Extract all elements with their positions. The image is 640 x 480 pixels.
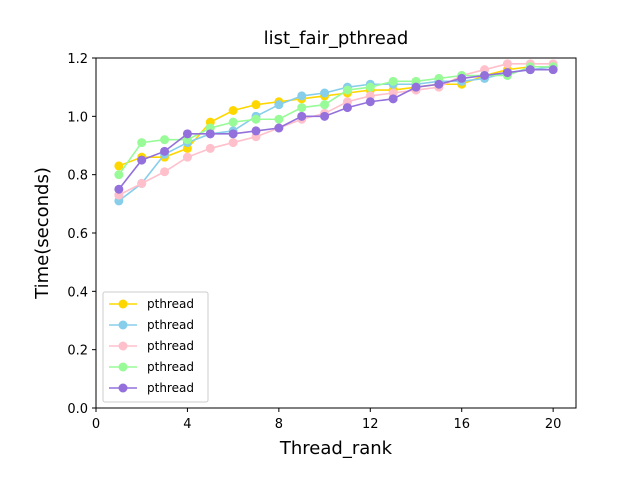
x-tick-label: 4 bbox=[183, 417, 191, 432]
legend-label: pthread bbox=[147, 297, 194, 311]
legend-marker bbox=[118, 341, 128, 351]
axes-layer: 0 4 8 12 16 20 0.0 0.2 0.4 0.6 0.8 1.0 1.2 bbox=[67, 52, 577, 432]
y-tick-label: 0.4 bbox=[67, 285, 88, 300]
x-tick-label: 16 bbox=[453, 417, 470, 432]
y-tick-label: 0.8 bbox=[67, 169, 88, 184]
data-point bbox=[480, 71, 490, 80]
y-tick-label: 1.0 bbox=[67, 110, 88, 125]
legend: pthread pthread pthread pthread pthread bbox=[102, 291, 209, 403]
data-point bbox=[525, 65, 535, 75]
y-tick-label: 0.2 bbox=[67, 344, 88, 359]
data-point bbox=[228, 117, 238, 127]
legend-entry-4: pthread bbox=[109, 360, 194, 374]
y-tick-label: 0.6 bbox=[67, 227, 88, 242]
x-tick-label: 20 bbox=[545, 417, 562, 432]
legend-box bbox=[102, 291, 209, 403]
x-tick-label: 12 bbox=[362, 417, 379, 432]
data-point bbox=[365, 82, 375, 92]
data-point bbox=[251, 126, 261, 136]
data-point bbox=[502, 59, 512, 69]
data-point bbox=[114, 161, 124, 171]
data-point bbox=[182, 152, 192, 162]
data-point bbox=[114, 170, 124, 180]
data-point bbox=[342, 85, 352, 95]
y-tick-label: 1.2 bbox=[67, 52, 88, 67]
data-point bbox=[320, 88, 330, 98]
legend-marker bbox=[118, 299, 128, 309]
data-point bbox=[297, 103, 307, 113]
data-point bbox=[137, 155, 147, 165]
x-tick-label: 8 bbox=[275, 417, 283, 432]
chart-title: list_fair_pthread bbox=[264, 28, 409, 49]
data-point bbox=[297, 91, 307, 101]
legend-entry-5: pthread bbox=[109, 381, 194, 395]
data-point bbox=[388, 94, 398, 104]
data-point bbox=[320, 111, 330, 121]
data-point bbox=[160, 146, 170, 156]
y-tick-label: 0.0 bbox=[67, 402, 88, 417]
data-point bbox=[228, 129, 238, 139]
legend-label: pthread bbox=[147, 318, 194, 332]
data-point bbox=[114, 184, 124, 194]
legend-marker bbox=[118, 320, 128, 330]
data-point bbox=[342, 103, 352, 113]
legend-entry-3: pthread bbox=[109, 339, 194, 353]
data-point bbox=[182, 129, 192, 139]
legend-entry-1: pthread bbox=[109, 297, 194, 311]
data-point bbox=[251, 114, 261, 124]
x-tick-label: 0 bbox=[92, 417, 100, 432]
series-layer bbox=[114, 59, 558, 206]
data-point bbox=[205, 129, 215, 139]
data-point bbox=[228, 138, 238, 148]
x-axis-title: Thread_rank bbox=[279, 438, 393, 459]
legend-marker bbox=[118, 362, 128, 372]
data-point bbox=[228, 106, 238, 115]
y-axis-title: Time(seconds) bbox=[32, 167, 53, 300]
data-point bbox=[205, 143, 215, 153]
data-point bbox=[160, 135, 170, 145]
data-point bbox=[388, 76, 398, 86]
data-point bbox=[274, 100, 284, 110]
data-point bbox=[320, 100, 330, 110]
legend-label: pthread bbox=[147, 339, 194, 353]
data-point bbox=[251, 100, 261, 110]
legend-marker bbox=[118, 383, 128, 393]
data-point bbox=[434, 79, 444, 89]
data-point bbox=[160, 167, 170, 177]
legend-label: pthread bbox=[147, 360, 194, 374]
series-5 bbox=[114, 65, 558, 194]
legend-label: pthread bbox=[147, 381, 194, 395]
data-point bbox=[274, 114, 284, 124]
data-point bbox=[548, 65, 558, 75]
data-point bbox=[297, 111, 307, 121]
data-point bbox=[137, 178, 147, 188]
data-point bbox=[365, 97, 375, 107]
data-point bbox=[411, 82, 421, 92]
data-point bbox=[274, 123, 284, 133]
data-point bbox=[137, 138, 147, 148]
data-point bbox=[502, 68, 512, 78]
legend-entry-2: pthread bbox=[109, 318, 194, 332]
data-point bbox=[457, 73, 467, 83]
